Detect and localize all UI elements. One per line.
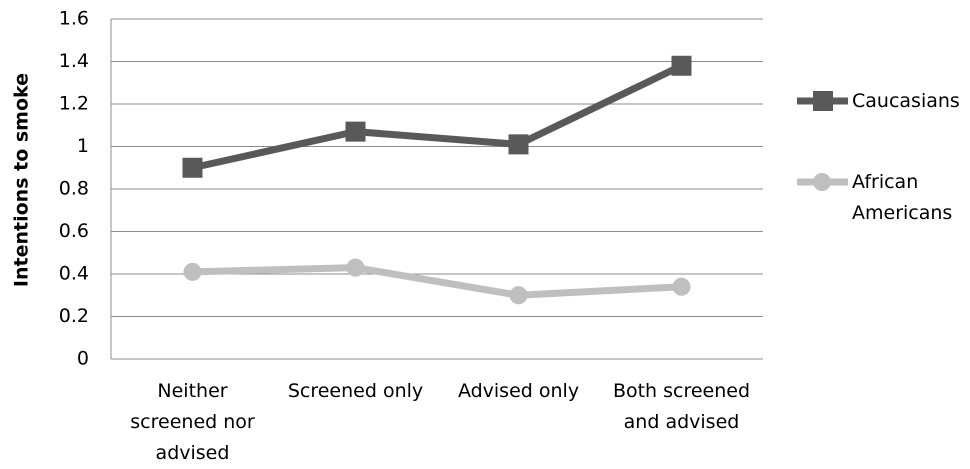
marker xyxy=(671,55,692,76)
y-axis-label: Intentions to smoke xyxy=(11,73,33,287)
y-tick-label: 1.4 xyxy=(59,50,89,72)
y-tick-label: 0.2 xyxy=(59,305,89,327)
y-tick-label: 0 xyxy=(77,348,89,370)
y-tick-label: 1.6 xyxy=(59,8,89,30)
legend-label: African Americans xyxy=(852,171,952,224)
marker xyxy=(183,262,202,281)
legend-marker xyxy=(813,91,833,111)
marker xyxy=(509,286,528,305)
marker xyxy=(672,277,691,296)
marker xyxy=(182,157,203,178)
y-tick-label: 0.4 xyxy=(59,263,89,285)
legend-label: Caucasians xyxy=(852,90,960,112)
legend-marker xyxy=(813,173,831,191)
y-tick-label: 1 xyxy=(77,135,89,157)
y-tick-label: 1.2 xyxy=(59,93,89,115)
y-tick-label: 0.8 xyxy=(59,178,89,200)
x-tick-label: Both screened and advised xyxy=(613,380,750,433)
x-tick-label: Advised only xyxy=(458,380,579,402)
series-line xyxy=(191,62,684,172)
series-line xyxy=(192,264,682,299)
x-tick-label: Neither screened nor advised xyxy=(130,380,255,464)
marker xyxy=(508,134,529,155)
x-tick-label: Screened only xyxy=(288,380,423,402)
y-tick-label: 0.6 xyxy=(59,220,89,242)
marker xyxy=(346,258,365,277)
marker xyxy=(345,121,366,142)
